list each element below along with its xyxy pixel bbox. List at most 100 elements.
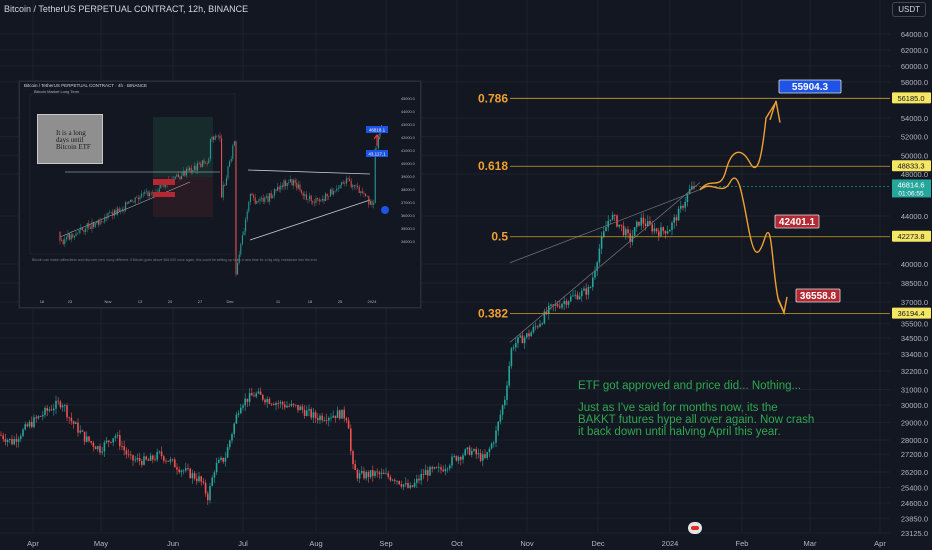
inset-candle-body [64, 239, 66, 244]
candle-body [28, 421, 31, 427]
candle-body [636, 221, 638, 228]
inset-candle-body [189, 167, 191, 171]
candle-body [193, 473, 196, 479]
candle-body [81, 430, 84, 432]
candle-body [616, 215, 618, 227]
candle-body [442, 469, 444, 472]
y-tick-label: 27200.0 [901, 450, 928, 459]
inset-y-tick-label: 38000.0 [401, 188, 415, 192]
candle-body [444, 469, 447, 472]
inset-candle-body [104, 216, 106, 222]
candle-body [640, 217, 642, 226]
candle-body [620, 224, 623, 226]
inset-candle-body [369, 201, 371, 205]
inset-candle-body [133, 201, 135, 203]
candle-body [46, 407, 48, 411]
candle-body [495, 430, 497, 443]
inset-support-line [249, 199, 371, 241]
target-box [795, 288, 841, 303]
candle-body [462, 455, 464, 460]
x-tick-label: Dec [591, 539, 605, 548]
inset-candle-body [243, 231, 245, 236]
current-price-tag [892, 179, 931, 198]
candle-body [649, 221, 651, 225]
candle-body [411, 485, 414, 487]
inset-candle-body [136, 197, 138, 198]
x-tick-label: 2024 [662, 539, 679, 548]
candle-body [446, 468, 449, 470]
candle-body [284, 404, 286, 408]
inset-support-line-left [59, 181, 191, 238]
candle-body [198, 476, 200, 482]
inset-candle-body [177, 174, 179, 178]
candle-body [391, 479, 394, 481]
inset-candle-body [293, 180, 295, 186]
candle-body [163, 456, 165, 461]
candle-body [187, 468, 189, 469]
x-tick-label: Jul [238, 539, 248, 548]
candle-body [119, 435, 121, 447]
candle-body [488, 448, 491, 453]
inset-candle-body [77, 232, 79, 234]
inset-candle-body [214, 135, 216, 140]
candle-body [39, 416, 42, 417]
candle-body [251, 393, 253, 396]
candle-body [561, 303, 563, 308]
inset-candle-body [344, 183, 346, 184]
candle-body [237, 413, 240, 415]
x-tick-label: Mar [804, 539, 817, 548]
inset-candle-body [184, 170, 186, 176]
candle-body [154, 459, 156, 461]
inset-candle-body [267, 196, 269, 202]
inset-candle-body [278, 186, 280, 190]
annotation-note: ETF got approved and price did... Nothin… [578, 380, 818, 448]
candle-body [55, 400, 57, 409]
inset-candle-body [373, 203, 375, 205]
candle-body [684, 202, 686, 208]
candle-body [13, 439, 15, 445]
inset-candle-body [358, 186, 360, 194]
inset-candle-body [86, 223, 88, 229]
inset-target-label: 43,117.1 [368, 152, 386, 157]
candle-body [26, 424, 29, 427]
inset-candle-body [121, 209, 123, 211]
y-tick-label: 35500.0 [901, 320, 928, 329]
inset-candle-body [217, 135, 219, 137]
inset-candle-body [182, 170, 184, 176]
candle-body [537, 326, 539, 328]
y-tick-label: 28000.0 [901, 436, 928, 445]
inset-candle-body [67, 233, 69, 238]
candle-body [213, 472, 216, 478]
candle-body [468, 447, 471, 455]
inset-green-zone [153, 117, 213, 177]
inset-candle-body [280, 185, 282, 190]
y-tick-label: 25400.0 [901, 484, 928, 493]
inset-candle-body [301, 190, 303, 193]
inset-candle-body [365, 193, 367, 197]
inset-candle-body [120, 210, 122, 212]
inset-candle-body [353, 185, 355, 187]
candle-body [691, 186, 693, 190]
candle-body [112, 438, 114, 443]
inset-candle-body [75, 233, 77, 236]
candle-body [647, 221, 649, 227]
y-tick-label: 52000.0 [901, 133, 928, 142]
inset-candle-body [254, 197, 256, 204]
candle-body [220, 457, 222, 460]
candle-body [508, 366, 510, 386]
candle-body [268, 398, 271, 404]
candle-body [504, 399, 506, 406]
candle-body [134, 459, 136, 461]
candle-body [17, 438, 20, 442]
inset-candle-body [323, 198, 325, 202]
candle-body [116, 435, 119, 436]
candle-body [374, 471, 376, 476]
candle-body [490, 443, 493, 449]
candle-body [191, 473, 194, 479]
currency-button[interactable]: USDT [892, 2, 926, 17]
inset-candle-body [302, 192, 304, 196]
inset-candle-body [131, 199, 133, 202]
candle-body [244, 398, 246, 406]
y-tick-label: 23850.0 [901, 514, 928, 523]
fib-price-tag-label: 42273.8 [897, 232, 924, 241]
